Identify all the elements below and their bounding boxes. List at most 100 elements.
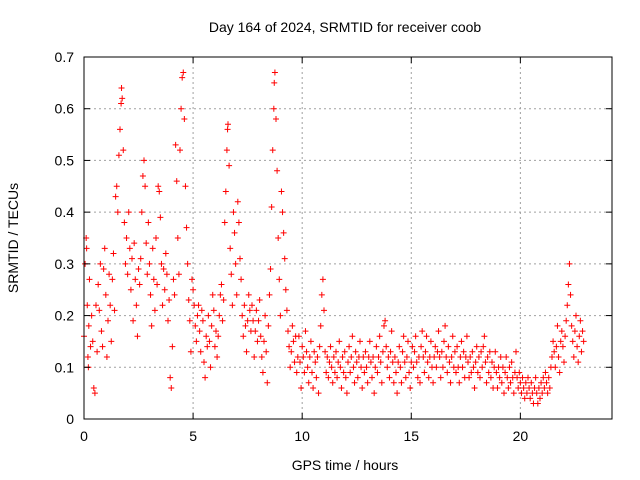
data-point <box>337 364 344 371</box>
data-point <box>124 271 131 278</box>
data-point <box>330 353 337 360</box>
data-point <box>323 369 330 376</box>
data-point <box>412 333 419 340</box>
data-point <box>105 317 111 324</box>
data-point <box>370 353 377 360</box>
data-point <box>517 379 524 386</box>
data-point <box>362 348 369 355</box>
data-point <box>580 338 587 345</box>
data-point <box>118 100 125 107</box>
data-point <box>175 271 182 278</box>
data-point <box>165 317 171 324</box>
data-point <box>107 302 114 309</box>
data-point <box>87 343 94 350</box>
data-point <box>243 348 250 355</box>
data-point <box>198 307 205 314</box>
data-point <box>84 353 91 360</box>
data-point <box>519 374 526 381</box>
data-point <box>534 400 541 407</box>
data-point <box>499 364 506 371</box>
data-point <box>133 302 140 309</box>
data-point <box>237 255 243 262</box>
data-point <box>342 374 349 381</box>
data-point <box>228 271 235 278</box>
data-point <box>446 359 453 366</box>
data-point <box>278 188 285 195</box>
data-point <box>474 369 481 376</box>
data-point <box>493 369 500 376</box>
data-point <box>254 338 261 345</box>
x-tick-label: 15 <box>403 428 419 444</box>
data-point <box>187 348 194 355</box>
data-point <box>158 260 165 267</box>
data-point <box>505 384 512 391</box>
data-point <box>171 291 178 298</box>
data-point <box>349 333 356 340</box>
data-point <box>579 328 586 335</box>
data-point <box>568 322 575 329</box>
data-point <box>103 353 110 360</box>
data-point <box>298 384 305 391</box>
data-point <box>401 359 408 366</box>
data-point <box>263 348 270 355</box>
data-point <box>400 333 407 340</box>
data-point <box>395 359 402 366</box>
data-point <box>126 245 133 252</box>
data-point <box>361 369 368 376</box>
data-point <box>178 105 185 112</box>
data-point <box>157 214 164 221</box>
y-tick-label: 0.3 <box>55 256 75 272</box>
data-point <box>293 369 300 376</box>
data-point <box>554 322 561 329</box>
data-point <box>454 343 461 350</box>
data-point <box>513 348 519 355</box>
data-point <box>453 369 459 376</box>
y-tick-label: 0.5 <box>55 152 75 168</box>
data-point <box>138 209 145 216</box>
data-point <box>514 374 521 381</box>
y-tick-label: 0.4 <box>55 204 75 220</box>
data-point <box>208 322 215 329</box>
data-point <box>441 338 447 345</box>
data-point <box>150 276 157 283</box>
data-point <box>151 307 158 314</box>
data-point <box>510 390 517 397</box>
data-point <box>576 333 583 340</box>
data-point <box>244 317 251 324</box>
data-point <box>167 374 174 381</box>
data-point <box>307 338 314 345</box>
data-point <box>471 384 478 391</box>
data-point <box>479 364 486 371</box>
data-point <box>457 353 464 360</box>
data-point <box>571 328 578 335</box>
data-point <box>184 260 191 267</box>
data-point <box>297 359 303 366</box>
data-point <box>459 364 466 371</box>
data-point <box>134 333 141 340</box>
data-point <box>563 317 570 324</box>
data-point <box>179 74 186 81</box>
data-point <box>503 353 510 360</box>
x-tick-labels: 0 5 10 15 20 <box>80 428 528 444</box>
data-point <box>127 286 134 293</box>
y-tick-label: 0.7 <box>55 49 75 65</box>
data-point <box>261 338 267 345</box>
data-point <box>552 364 559 371</box>
data-point <box>267 266 274 273</box>
data-point <box>283 307 290 314</box>
data-point <box>230 209 237 216</box>
data-point <box>336 338 343 345</box>
data-point <box>213 328 219 335</box>
data-point <box>438 348 445 355</box>
data-point <box>473 343 480 350</box>
data-point <box>193 338 200 345</box>
data-point <box>437 374 444 381</box>
data-point <box>189 276 195 283</box>
data-point <box>360 353 367 360</box>
data-point <box>287 364 294 371</box>
data-point <box>240 333 247 340</box>
data-point <box>469 348 476 355</box>
data-point <box>265 322 272 329</box>
data-point <box>369 374 375 381</box>
data-point <box>504 374 511 381</box>
